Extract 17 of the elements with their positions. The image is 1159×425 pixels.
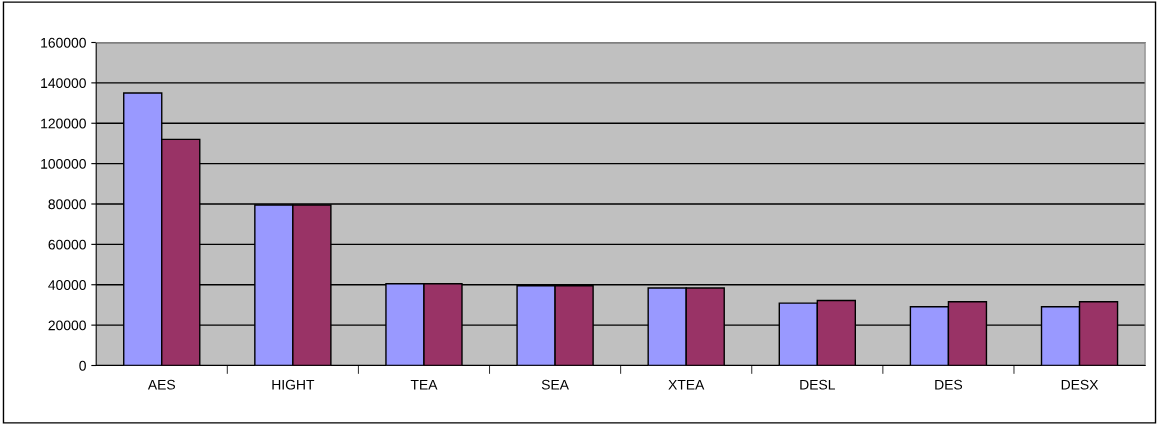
x-tick-label: AES [147, 379, 176, 390]
x-tick-label: XTEA [668, 379, 705, 390]
y-tick-label: 20000 [48, 320, 86, 331]
y-tick-label: 60000 [48, 239, 86, 250]
x-tick-label: SEA [541, 379, 569, 390]
y-tick-label: 40000 [48, 280, 86, 290]
x-tick-label: HIGHT [272, 379, 315, 390]
x-tick-label: DESL [800, 379, 835, 390]
y-tick-label: 80000 [48, 199, 86, 210]
y-tick-label: 140000 [41, 78, 86, 89]
y-tick-label: 100000 [41, 158, 86, 169]
y-tick-label: 160000 [41, 37, 86, 48]
y-tick-label: 0 [79, 360, 86, 371]
y-tick-label: 120000 [41, 118, 86, 129]
x-tick-label: TEA [410, 379, 438, 390]
x-tick-label: DES [935, 379, 963, 390]
x-tick-label: DESX [1061, 379, 1099, 390]
